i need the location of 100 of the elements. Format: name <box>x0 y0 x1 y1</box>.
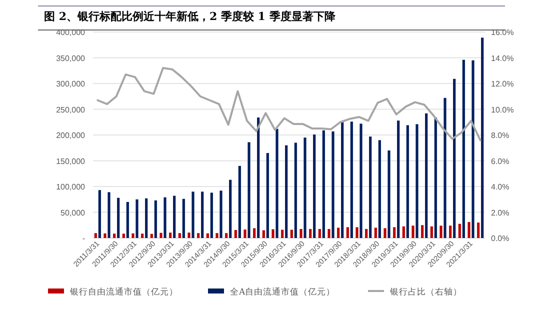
bar <box>458 224 461 238</box>
bar <box>197 233 200 238</box>
bar <box>444 98 446 238</box>
y-tick-label: 100,000 <box>56 182 86 192</box>
bar <box>225 233 228 238</box>
bar <box>402 226 405 238</box>
bar <box>136 199 138 238</box>
bar <box>188 232 190 238</box>
bar <box>313 134 316 238</box>
y-tick-label: 200,000 <box>56 131 86 140</box>
y2-tick-label: 2.0% <box>491 208 510 218</box>
bar <box>206 233 209 238</box>
bar <box>481 38 484 238</box>
bar <box>113 234 116 238</box>
y2-tick-label: 12.0% <box>491 80 514 88</box>
y-tick-label: 350,000 <box>56 54 86 63</box>
bar <box>253 228 256 238</box>
bar <box>272 229 274 238</box>
bar <box>425 113 428 238</box>
bar <box>356 227 358 238</box>
bar <box>122 234 125 238</box>
legend-label: 全A自由流通市值（亿元） <box>230 286 336 298</box>
bar <box>346 227 349 238</box>
bar <box>294 142 297 238</box>
bar <box>220 190 222 238</box>
chart-title: 图 2、银行标配比例近十年新低，2 季度较 1 季度显著下降 <box>44 10 336 23</box>
bar <box>318 228 321 238</box>
bar <box>285 145 288 238</box>
line-series <box>96 67 482 142</box>
bar <box>266 153 269 238</box>
y-tick-label: 400,000 <box>56 28 86 37</box>
y2-tick-label: 4.0% <box>491 182 510 192</box>
y-tick-label: 50,000 <box>60 208 86 218</box>
bar <box>201 192 204 238</box>
bar <box>341 122 344 238</box>
y-tick-label: 150,000 <box>56 156 86 166</box>
bar <box>276 128 278 238</box>
bar <box>182 198 185 238</box>
bar <box>369 136 372 238</box>
bar <box>98 190 101 238</box>
bar <box>169 232 172 238</box>
bar <box>244 230 246 238</box>
bar <box>108 192 110 238</box>
bar <box>462 60 465 238</box>
bar <box>281 230 284 238</box>
bar <box>430 226 433 238</box>
bar <box>248 142 250 238</box>
bar <box>192 192 194 238</box>
bar <box>238 166 241 238</box>
bar <box>290 230 293 238</box>
bar <box>374 228 377 238</box>
legend-label: 银行自由流通市值（亿元） <box>69 286 178 298</box>
y-tick-label: 250,000 <box>56 105 86 114</box>
bar <box>322 130 325 238</box>
bar <box>332 131 334 238</box>
y2-tick-label: 14.0% <box>491 54 514 63</box>
bar <box>406 125 409 238</box>
bar <box>104 233 106 238</box>
legend-label: 银行占比（右轴） <box>389 286 462 298</box>
bar <box>360 124 362 238</box>
bar <box>384 228 386 238</box>
bar <box>94 233 97 238</box>
bar <box>309 228 312 238</box>
bar <box>145 198 148 238</box>
y-tick-label: 300,000 <box>56 80 86 88</box>
y2-tick-label: 0.0% <box>491 234 510 243</box>
bar <box>300 228 302 238</box>
bar <box>449 226 452 238</box>
bar <box>304 138 306 238</box>
bar <box>234 230 237 238</box>
bar <box>388 150 390 238</box>
bar <box>154 200 157 238</box>
bar <box>164 197 166 238</box>
bar <box>328 228 330 238</box>
bar <box>210 192 213 238</box>
bar <box>393 227 396 238</box>
bar <box>378 140 381 238</box>
bar <box>472 60 474 238</box>
bar <box>257 117 260 238</box>
bar <box>229 180 232 238</box>
bar <box>178 233 181 238</box>
y-tick-label: - <box>82 234 86 243</box>
bar <box>477 222 480 238</box>
bar <box>126 202 129 238</box>
y2-tick-label: 6.0% <box>491 156 510 166</box>
bar <box>117 198 120 238</box>
bar <box>337 228 340 238</box>
bar <box>434 117 437 238</box>
bar <box>468 222 470 238</box>
bar <box>350 122 353 238</box>
y2-tick-label: 10.0% <box>491 105 514 114</box>
bar <box>150 234 153 238</box>
bar <box>262 230 265 238</box>
bar <box>412 226 414 238</box>
y2-tick-label: 16.0% <box>491 28 514 37</box>
bar <box>216 233 218 238</box>
bar <box>160 232 162 238</box>
y2-tick-label: 8.0% <box>491 131 510 140</box>
bar <box>397 120 400 238</box>
bar <box>440 226 442 238</box>
